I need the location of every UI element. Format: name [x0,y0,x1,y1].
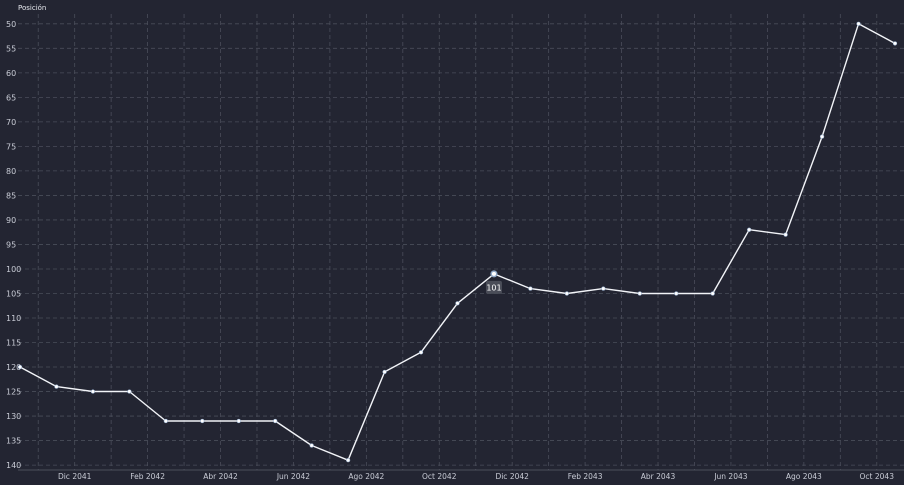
y-tick-label: 140 [6,461,21,470]
y-tick-label: 125 [6,388,21,397]
data-points [17,21,898,463]
tooltip: 101 [485,280,502,294]
x-tick-label: Feb 2042 [130,472,165,481]
y-tick-label: 80 [6,167,16,176]
x-tick-label: Jun 2043 [713,472,747,481]
y-tick-label: 70 [6,118,16,127]
x-tick-label: Abr 2043 [641,472,676,481]
x-tick-label: Jun 2042 [276,472,310,481]
data-point[interactable] [90,389,96,394]
y-tick-label: 105 [6,289,21,298]
data-point[interactable] [418,350,424,355]
x-tick-label: Feb 2043 [568,472,603,481]
x-tick-labels: Dic 2041 Feb 2042 Abr 2042 Jun 2042 Ago 2042… [58,472,894,481]
data-point[interactable] [54,384,59,389]
x-tick-label: Dic 2041 [58,472,92,481]
data-point[interactable] [273,418,278,424]
y-axis-label: Posición [18,4,46,12]
y-tick-label: 65 [6,93,16,102]
data-point[interactable] [455,301,460,306]
y-tick-label: 115 [6,339,21,348]
data-point[interactable] [637,291,642,296]
data-point[interactable] [710,291,715,296]
x-tick-label: Ago 2043 [786,472,822,481]
x-tick-label: Oct 2043 [860,472,895,481]
grid [18,14,904,471]
data-point[interactable] [819,134,825,139]
series-line [19,23,896,461]
y-tick-label: 95 [6,240,16,249]
tooltip-value: 101 [486,283,501,292]
y-tick-label: 55 [6,44,16,53]
x-tick-label: Dic 2042 [495,472,529,481]
data-point[interactable] [892,41,898,46]
data-point[interactable] [674,291,679,296]
y-tick-labels: 50 55 60 65 70 75 80 85 90 95 100 105 110 115 120 125 13… [6,20,21,470]
tooltip-box [485,280,502,294]
data-point[interactable] [236,418,241,424]
y-tick-label: 60 [6,69,16,78]
data-point[interactable] [200,418,205,424]
data-point[interactable] [346,458,351,463]
data-point[interactable] [127,389,132,394]
y-tick-label: 50 [6,20,16,29]
y-tick-label: 110 [6,314,21,323]
y-tick-label: 135 [6,437,21,446]
data-point[interactable] [856,21,861,26]
x-tick-label: Abr 2042 [203,472,238,481]
data-point[interactable] [783,232,788,237]
data-point[interactable] [490,270,498,278]
data-point[interactable] [601,286,606,291]
y-tick-label: 75 [6,142,16,151]
data-point[interactable] [382,369,387,375]
y-tick-label: 100 [6,265,21,274]
data-point[interactable] [528,286,533,291]
y-tick-label: 130 [6,412,21,421]
data-point[interactable] [163,418,168,424]
data-point[interactable] [747,227,752,232]
data-point[interactable] [564,291,569,296]
data-point[interactable] [17,364,23,370]
data-point[interactable] [309,443,314,448]
y-tick-label: 120 [6,363,21,372]
y-tick-label: 85 [6,191,16,200]
x-tick-label: Ago 2042 [348,472,384,481]
x-tick-label: Oct 2042 [422,472,457,481]
y-tick-label: 90 [6,216,16,225]
